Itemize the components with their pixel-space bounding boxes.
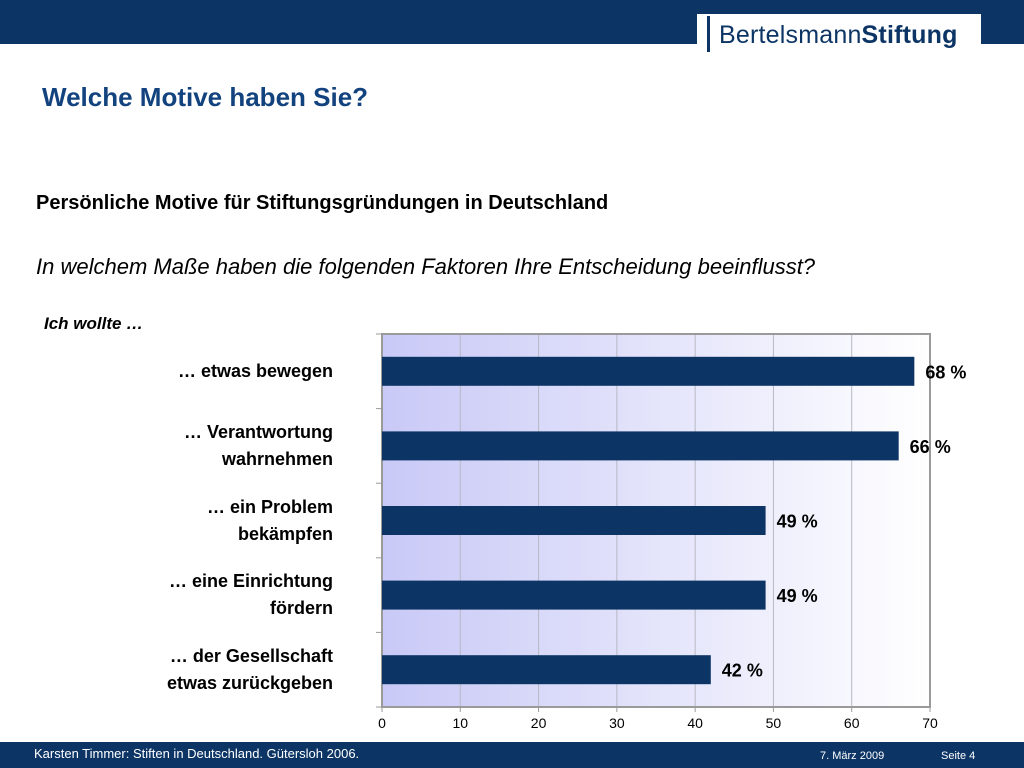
bar-value-label: 49 % — [777, 512, 818, 532]
category-label-line: … der Gesellschaft — [169, 645, 333, 666]
chart-lead: Ich wollte … — [44, 314, 144, 333]
category-label-line: wahrnehmen — [221, 448, 333, 469]
x-tick-label: 20 — [531, 715, 547, 731]
chart-title: Persönliche Motive für Stiftungsgründung… — [36, 192, 609, 214]
footer-source: Karsten Timmer: Stiften in Deutschland. … — [34, 746, 360, 761]
category-label-line: bekämpfen — [237, 523, 333, 544]
category-label-line: … etwas bewegen — [177, 360, 333, 381]
logo-text-part1: Bertelsmann — [719, 21, 862, 49]
category-label-line: … ein Problem — [206, 496, 333, 517]
chart-subtitle: In welchem Maße haben die folgenden Fakt… — [36, 254, 816, 279]
footer-bar: Karsten Timmer: Stiften in Deutschland. … — [0, 742, 1024, 768]
bar-value-label: 42 % — [722, 661, 763, 681]
category-label-line: etwas zurückgeben — [166, 672, 333, 693]
category-label-line: fördern — [270, 598, 333, 619]
bar-value-label: 49 % — [777, 586, 818, 606]
bar — [382, 356, 915, 386]
logo-rule — [707, 16, 710, 52]
x-tick-label: 60 — [844, 715, 860, 731]
category-label: … etwas bewegen — [73, 358, 333, 385]
bar — [382, 506, 766, 535]
x-tick-label: 10 — [452, 715, 468, 731]
bar-chart: 0 10 20 30 40 50 60 70 68 % 66 % 49 % 49 % 42 % — [376, 333, 966, 731]
bar-value-label: 68 % — [925, 362, 966, 382]
category-label: … eine Einrichtung fördern — [73, 568, 333, 622]
category-label-line: … eine Einrichtung — [168, 571, 333, 592]
category-label: … der Gesellschaft etwas zurückgeben — [73, 643, 333, 697]
bar-value-label: 66 % — [910, 437, 951, 457]
logo-text: BertelsmannStiftung — [719, 21, 958, 50]
page-title: Welche Motive haben Sie? — [42, 82, 369, 112]
bar — [382, 580, 766, 610]
bar — [382, 431, 899, 461]
bar — [382, 655, 711, 685]
footer-page-number: Seite 4 — [941, 750, 976, 762]
logo-text-part2: Stiftung — [861, 21, 958, 49]
x-tick-label: 0 — [378, 715, 386, 731]
x-tick-label: 70 — [922, 715, 938, 731]
category-label: … Verantwortung wahrnehmen — [73, 419, 333, 473]
footer-date: 7. März 2009 — [820, 750, 885, 762]
category-label-line: … Verantwortung — [183, 421, 333, 442]
x-tick-label: 30 — [609, 715, 625, 731]
bertelsmann-stiftung-logo: BertelsmannStiftung — [697, 14, 981, 56]
x-tick-label: 40 — [687, 715, 703, 731]
x-tick-label: 50 — [766, 715, 782, 731]
category-label: … ein Problem bekämpfen — [73, 494, 333, 548]
